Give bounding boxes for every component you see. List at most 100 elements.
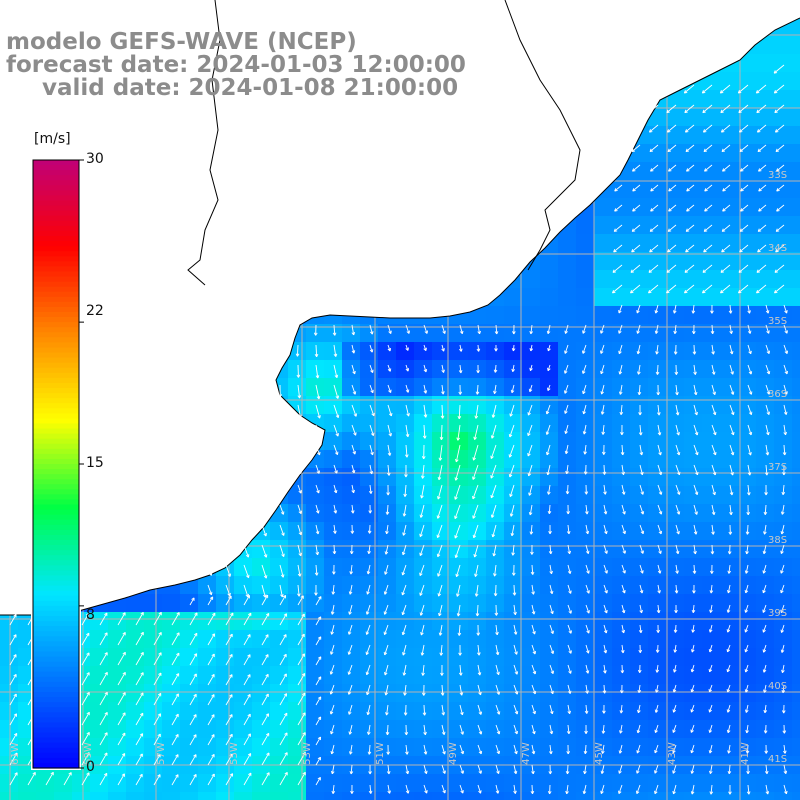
wind-arrow [261, 504, 267, 516]
wind-arrow [675, 504, 681, 515]
wind-cell [792, 180, 800, 199]
colorbar-segment [33, 403, 79, 409]
wind-cell [774, 540, 793, 559]
colorbar-segment [33, 641, 79, 647]
wind-arrow [549, 664, 555, 675]
wind-arrow [511, 564, 516, 576]
wind-cell [540, 396, 559, 415]
wind-arrow [457, 624, 462, 636]
wind-arrow [585, 604, 590, 614]
colorbar-segment [33, 575, 79, 582]
wind-arrow [405, 384, 410, 393]
wind-arrow [117, 632, 126, 646]
wind-cell [576, 774, 595, 793]
wind-arrow [704, 184, 713, 192]
wind-arrow [348, 744, 353, 755]
wind-cell [648, 180, 667, 199]
wind-arrow [672, 724, 677, 733]
wind-cell [774, 612, 793, 631]
colorbar-segment [33, 697, 79, 703]
wind-cell [648, 612, 667, 631]
wind-cell [504, 774, 523, 793]
colorbar-segment [33, 676, 79, 683]
wind-cell [666, 540, 685, 559]
wind-arrow [421, 664, 425, 676]
wind-arrow [726, 724, 731, 734]
wind-arrow [404, 464, 408, 478]
wind-arrow [437, 464, 443, 481]
wind-cell [792, 450, 800, 469]
wind-cell [252, 612, 271, 631]
wind-cell [558, 612, 577, 631]
wind-arrow [508, 444, 515, 458]
wind-cell [612, 198, 631, 217]
wind-arrow [691, 604, 696, 614]
wind-arrow [757, 224, 767, 232]
wind-arrow [684, 124, 695, 133]
wind-arrow [225, 714, 233, 726]
wind-arrow [438, 444, 443, 461]
wind-arrow [330, 604, 335, 615]
colorbar-segment [33, 671, 79, 678]
wind-cell [522, 612, 541, 631]
wind-arrow [297, 712, 306, 726]
wind-arrow [207, 694, 215, 706]
wind-cell [216, 630, 235, 649]
wind-arrow [297, 771, 306, 786]
wind-arrow [207, 673, 215, 686]
wind-arrow [582, 384, 587, 395]
wind-cell [774, 144, 793, 163]
wind-arrow [243, 753, 252, 766]
wind-cell [630, 432, 649, 451]
wind-cell [630, 558, 649, 577]
wind-arrow [279, 444, 284, 456]
wind-arrow [672, 784, 677, 795]
wind-cell [666, 792, 685, 800]
wind-cell [558, 738, 577, 757]
wind-cell [774, 648, 793, 667]
wind-arrow [368, 784, 373, 794]
wind-arrow [476, 364, 480, 374]
wind-arrow [547, 484, 551, 495]
colorbar-segment [33, 317, 79, 323]
wind-cell [684, 180, 703, 199]
wind-cell [306, 360, 325, 379]
wind-arrow [315, 676, 322, 686]
wind-cell [720, 270, 739, 289]
wind-arrow [477, 744, 483, 755]
wind-cell [540, 432, 559, 451]
wind-cell [720, 126, 739, 145]
wind-cell [522, 558, 541, 577]
wind-cell [540, 576, 559, 595]
wind-arrow [243, 674, 251, 686]
wind-cell [522, 432, 541, 451]
wind-arrow [456, 424, 461, 441]
wind-arrow [721, 244, 731, 253]
wind-arrow [601, 444, 606, 455]
wind-arrow [440, 404, 445, 419]
wind-arrow [583, 764, 587, 775]
wind-cell [216, 684, 235, 703]
wind-cell [504, 792, 523, 800]
wind-cell [648, 198, 667, 217]
wind-arrow [225, 654, 233, 666]
wind-arrow [602, 464, 607, 475]
wind-arrow [171, 734, 179, 746]
wind-arrow [207, 633, 215, 646]
wind-arrow [315, 424, 321, 437]
longitude-label: 43W [666, 742, 678, 765]
wind-cell [684, 234, 703, 253]
wind-cell [774, 54, 793, 73]
wind-cell [468, 684, 487, 703]
wind-arrow [621, 484, 626, 495]
wind-arrow [401, 544, 407, 556]
wind-cell [774, 630, 793, 649]
wind-arrow [584, 704, 589, 714]
wind-cell [468, 540, 487, 559]
wind-cell [594, 648, 613, 667]
wind-cell [162, 792, 181, 800]
wind-arrow [711, 424, 717, 436]
wind-arrow [405, 764, 410, 775]
wind-cell [774, 360, 793, 379]
wind-arrow [657, 464, 663, 476]
